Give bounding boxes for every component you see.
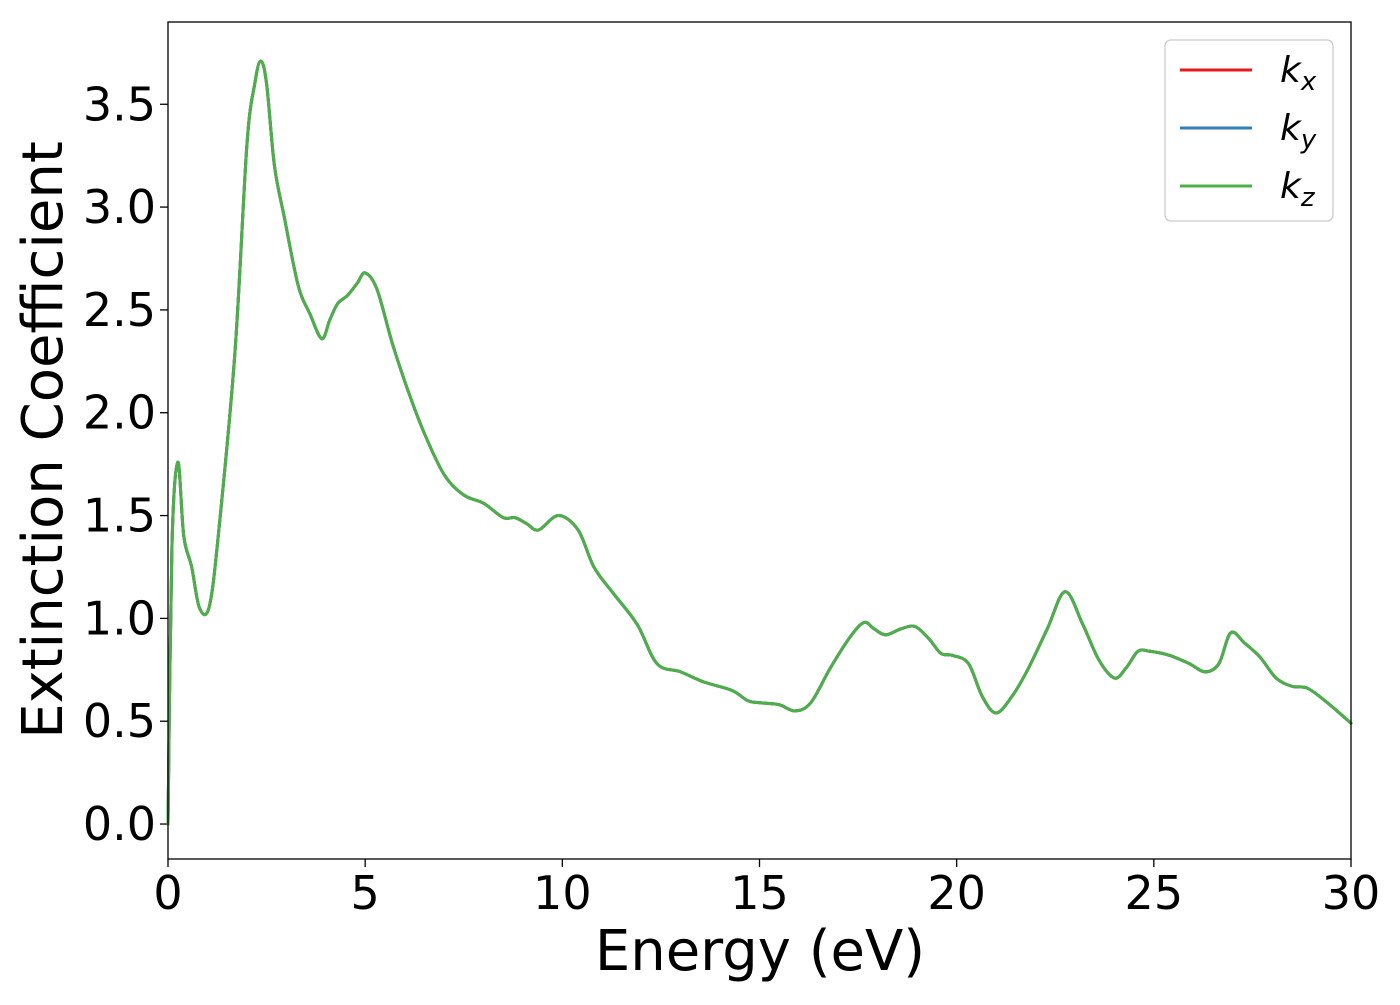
legend-label-k-x: kx xyxy=(1280,50,1317,97)
series-line-k-z xyxy=(166,59,1353,826)
x-axis-label: Energy (eV) xyxy=(595,919,925,984)
legend-box xyxy=(1164,39,1334,222)
y-tick-label: 3.0 xyxy=(83,180,156,234)
y-tick-label: 1.5 xyxy=(83,489,156,543)
y-axis: 0.0 0.5 1.0 1.5 2.0 2.5 3.0 3.5 xyxy=(83,77,168,851)
x-tick-label: 25 xyxy=(1125,866,1184,920)
y-tick-label: 0.5 xyxy=(83,694,156,748)
x-tick-label: 10 xyxy=(533,866,592,920)
x-tick-label: 0 xyxy=(153,866,182,920)
y-axis-label: Extinction Coefficient xyxy=(11,141,76,739)
plot-series xyxy=(166,59,1353,826)
y-tick-label: 0.0 xyxy=(83,797,156,851)
plot-frame xyxy=(167,21,1352,860)
y-tick-label: 3.5 xyxy=(83,77,156,131)
legend-label-k-z: kz xyxy=(1280,166,1316,213)
legend: kx ky kz xyxy=(1164,39,1334,222)
x-tick-label: 15 xyxy=(730,866,789,920)
y-tick-label: 2.5 xyxy=(83,283,156,337)
x-tick-label: 5 xyxy=(351,866,380,920)
y-tick-label: 2.0 xyxy=(83,386,156,440)
x-tick-label: 30 xyxy=(1322,866,1381,920)
x-axis: 0 5 10 15 20 25 30 xyxy=(153,859,1380,920)
legend-label-k-y: ky xyxy=(1280,108,1317,155)
y-tick-label: 1.0 xyxy=(83,591,156,645)
x-tick-label: 20 xyxy=(927,866,986,920)
